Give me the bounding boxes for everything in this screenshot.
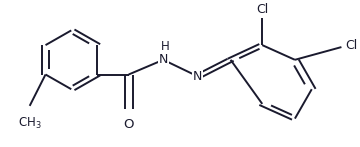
Text: N: N xyxy=(159,53,168,66)
Text: N: N xyxy=(193,70,203,83)
Text: CH$_3$: CH$_3$ xyxy=(18,116,41,131)
Text: H: H xyxy=(161,40,170,53)
Text: O: O xyxy=(123,118,134,131)
Text: Cl: Cl xyxy=(345,39,357,52)
Text: Cl: Cl xyxy=(256,3,269,16)
